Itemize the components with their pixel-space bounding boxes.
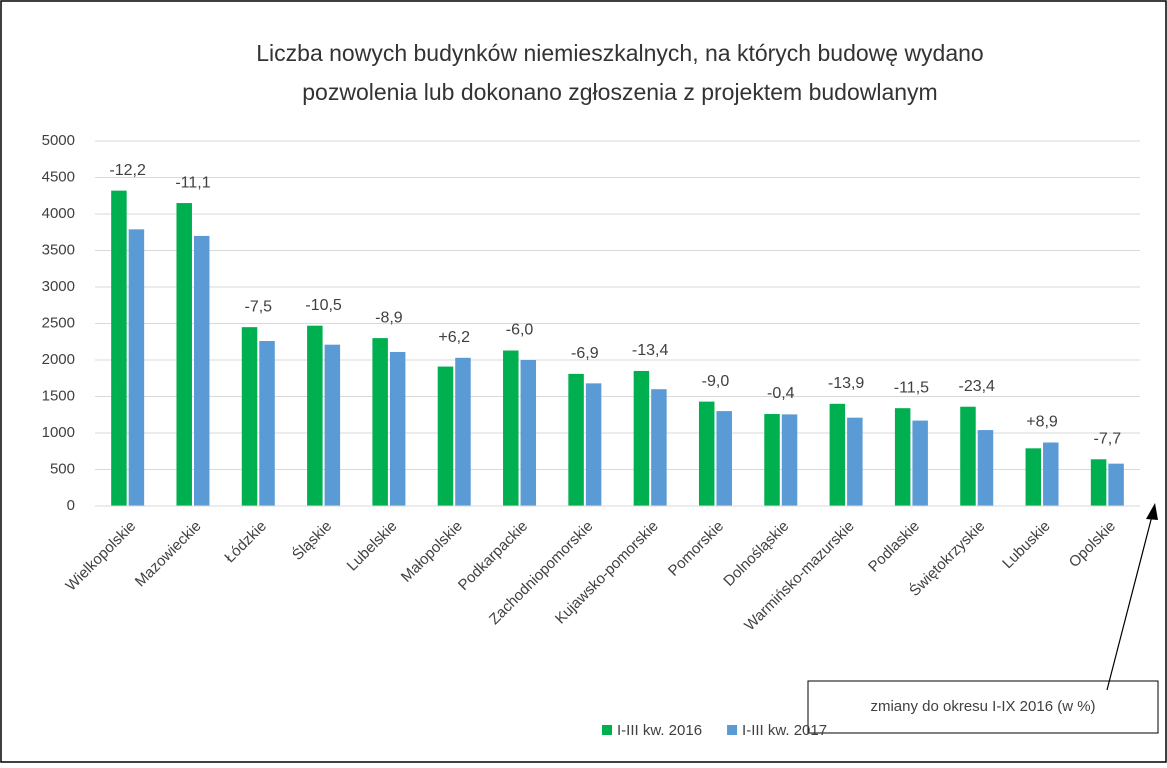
note: zmiany do okresu I-IX 2016 (w %)	[870, 698, 1095, 715]
change-label: -7,7	[1094, 430, 1122, 447]
change-label: -12,2	[109, 162, 146, 179]
change-label: -10,5	[305, 297, 342, 314]
y-tick-label: 0	[67, 497, 75, 514]
change-label: -8,9	[375, 309, 403, 326]
bar	[389, 351, 406, 506]
change-label: -13,4	[632, 342, 669, 359]
bar	[372, 338, 388, 506]
bar	[111, 190, 127, 506]
bar	[847, 417, 863, 506]
y-tick-label: 4500	[42, 168, 75, 185]
change-label: -11,5	[894, 379, 929, 396]
change-label: -7,5	[244, 298, 272, 315]
bar	[912, 420, 928, 506]
change-label: -13,9	[828, 375, 865, 392]
y-tick-label: 1000	[42, 424, 75, 441]
y-tick-label: 3000	[42, 278, 75, 295]
bar	[1108, 463, 1124, 506]
y-tick-label: 2500	[42, 314, 75, 331]
y-tick-label: 1500	[42, 387, 75, 404]
bar	[894, 408, 911, 506]
bar	[1025, 448, 1042, 506]
y-tick-label: 3500	[42, 241, 75, 258]
bar	[128, 229, 145, 506]
change-label: -6,9	[571, 345, 599, 362]
bar	[568, 373, 584, 506]
change-label: -23,4	[958, 378, 995, 395]
change-label: -0,4	[767, 385, 795, 402]
change-label: -11,1	[175, 174, 210, 191]
bar	[259, 341, 275, 506]
chart-title: Liczba nowych budynków niemieszkalnych, …	[256, 40, 983, 66]
bar	[585, 383, 602, 506]
bar	[503, 350, 519, 506]
y-tick-label: 5000	[42, 132, 75, 149]
bar	[716, 411, 732, 506]
bar	[307, 325, 323, 506]
bar	[651, 389, 667, 506]
change-label: -6,0	[506, 322, 534, 339]
chart-title: pozwolenia lub dokonano zgłoszenia z pro…	[302, 79, 937, 105]
legend-swatch	[727, 725, 738, 735]
bar	[829, 403, 846, 506]
bar	[241, 327, 258, 506]
change-label: -9,0	[702, 373, 730, 390]
note-arrowhead	[1146, 503, 1158, 520]
bar	[960, 406, 976, 506]
bar	[176, 203, 192, 507]
bar	[324, 344, 341, 506]
y-tick-label: 4000	[42, 205, 75, 222]
legend-swatch	[602, 725, 612, 735]
bar	[1090, 459, 1107, 506]
legend-label: I-III kw. 2016	[617, 722, 702, 739]
bar	[698, 401, 715, 506]
bar	[764, 414, 780, 506]
change-label: +6,2	[438, 329, 470, 346]
bar	[977, 430, 994, 506]
note-arrow	[1106, 515, 1153, 691]
bar	[1043, 442, 1059, 506]
bar	[781, 414, 798, 506]
bar	[633, 370, 650, 506]
bar	[437, 366, 454, 506]
y-tick-label: 500	[50, 460, 75, 477]
bar	[193, 235, 210, 506]
bar	[520, 360, 537, 506]
note-box	[807, 680, 1159, 734]
bar	[455, 357, 471, 506]
y-tick-label: 2000	[42, 351, 75, 368]
change-label: +8,9	[1026, 414, 1058, 431]
legend-label: I-III kw. 2017	[742, 722, 827, 739]
